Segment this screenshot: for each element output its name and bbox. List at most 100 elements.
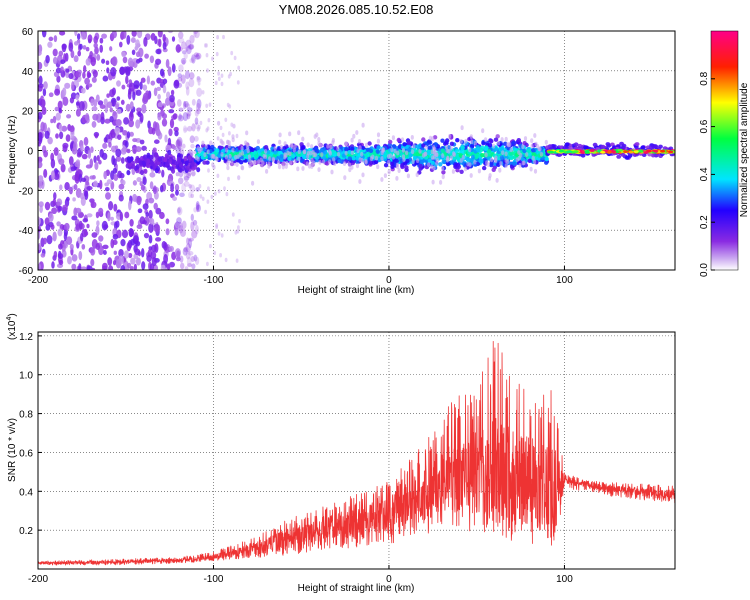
spectrogram-cell: [196, 78, 200, 83]
spectrogram-cell: [232, 123, 236, 129]
spectrogram-cell: [531, 152, 537, 157]
spectrogram-cell: [396, 137, 401, 143]
spectrogram-cell: [204, 144, 208, 150]
spectrogram-cell: [227, 143, 231, 149]
spectrogram-cell: [142, 176, 147, 186]
spectrogram-cell: [123, 250, 129, 259]
spectrogram-cell: [173, 79, 180, 89]
spectrogram-cell: [60, 69, 66, 78]
spectrogram-cell: [530, 143, 534, 149]
spectrogram-cell: [177, 77, 183, 82]
spectrogram-cell: [50, 158, 56, 169]
spectrogram-cell: [57, 228, 63, 237]
spectrogram-cell: [203, 152, 207, 158]
spectrogram-cell: [397, 144, 402, 150]
spectrogram-cell: [411, 159, 415, 165]
spectrogram-cell: [189, 184, 196, 193]
spectrogram-cell: [376, 145, 381, 150]
spectrogram-cell: [141, 160, 146, 166]
spectrogram-cell: [68, 186, 73, 195]
spectrogram-cell: [283, 141, 287, 147]
spectrogram-cell: [102, 262, 108, 270]
spectrogram-cell: [193, 31, 199, 35]
spectrogram-image: [38, 31, 675, 270]
spectrogram-cell: [101, 33, 108, 39]
spectrogram-cell: [118, 248, 124, 258]
spectrogram-cell: [92, 69, 98, 78]
spectrogram-cell: [38, 134, 43, 145]
spectrogram-cell: [483, 146, 488, 151]
spectrogram-cell: [66, 236, 73, 245]
spectrogram-y-tick-label: 40: [22, 67, 34, 78]
spectrogram-cell: [176, 206, 183, 216]
spectrogram-cell: [170, 89, 175, 96]
spectrogram-cell: [499, 146, 504, 151]
spectrogram-cell: [217, 231, 221, 236]
spectrogram-x-tick-label: 100: [556, 275, 573, 286]
spectrogram-cell: [186, 256, 192, 267]
spectrogram-cell: [268, 156, 272, 162]
spectrogram-cell: [174, 183, 180, 192]
spectrogram-cell: [161, 241, 167, 249]
spectrogram-cell: [248, 163, 252, 169]
spectrogram-cell: [213, 250, 217, 256]
spectrogram-cell: [660, 149, 666, 153]
snr-x-tick-label: 0: [386, 574, 392, 585]
snr-line: [38, 341, 675, 566]
spectrogram-cell: [220, 73, 224, 78]
spectrogram-cell: [149, 181, 154, 190]
spectrogram-cell: [317, 167, 321, 173]
spectrogram-cell: [184, 103, 191, 109]
spectrogram-cell: [368, 148, 374, 153]
spectrogram-cell: [183, 172, 189, 183]
spectrogram-cell: [159, 68, 165, 77]
spectrogram-cell: [382, 147, 386, 153]
spectrogram-cell: [69, 243, 74, 250]
spectrogram-cell: [224, 257, 228, 263]
spectrogram-cell: [231, 134, 235, 140]
spectrogram-cell: [360, 145, 366, 151]
spectrogram-cell: [85, 112, 90, 122]
spectrogram-cell: [169, 94, 175, 103]
spectrogram-cell: [125, 75, 129, 85]
spectrogram-cell: [391, 154, 396, 160]
spectrogram-cell: [431, 179, 435, 185]
spectrogram-cell: [56, 221, 61, 227]
spectrogram-cell: [503, 141, 508, 146]
spectrogram-y-tick-label: -60: [19, 266, 34, 277]
spectrogram-cell: [548, 150, 555, 154]
spectrogram-cell: [94, 161, 99, 170]
spectrogram-cell: [65, 134, 71, 142]
spectrogram-cell: [112, 167, 118, 174]
spectrogram-cell: [80, 145, 84, 152]
snr-y-tick-label: 1.2: [19, 332, 33, 343]
spectrogram-cell: [191, 230, 198, 239]
spectrogram-cell: [84, 77, 90, 85]
spectrogram-cell: [78, 212, 85, 218]
spectrogram-cell: [59, 184, 63, 191]
spectrogram-cell: [148, 234, 153, 244]
spectrogram-cell: [172, 196, 178, 201]
spectrogram-cell: [55, 67, 62, 74]
spectrogram-cell: [155, 129, 161, 137]
spectrogram-cell: [93, 155, 97, 164]
spectrogram-cell: [668, 150, 674, 154]
spectrogram-cell: [357, 139, 362, 144]
spectrogram-cell: [108, 201, 114, 211]
spectrogram-cell: [135, 89, 142, 96]
spectrogram-cell: [360, 151, 364, 157]
spectrogram-cell: [376, 138, 380, 144]
spectrogram-cell: [50, 170, 56, 181]
spectrogram-cell: [233, 55, 237, 61]
spectrogram-cell: [122, 31, 127, 39]
spectrogram-cell: [153, 87, 158, 97]
spectrogram-cell: [119, 41, 123, 48]
spectrogram-cell: [116, 80, 121, 87]
spectrogram-cell: [130, 257, 136, 265]
spectrogram-cell: [87, 149, 92, 159]
spectrogram-cell: [223, 186, 226, 191]
spectrogram-cell: [236, 158, 241, 163]
spectrogram-cell: [115, 220, 120, 228]
spectrogram-cell: [176, 250, 181, 260]
spectrogram-cell: [484, 152, 488, 158]
